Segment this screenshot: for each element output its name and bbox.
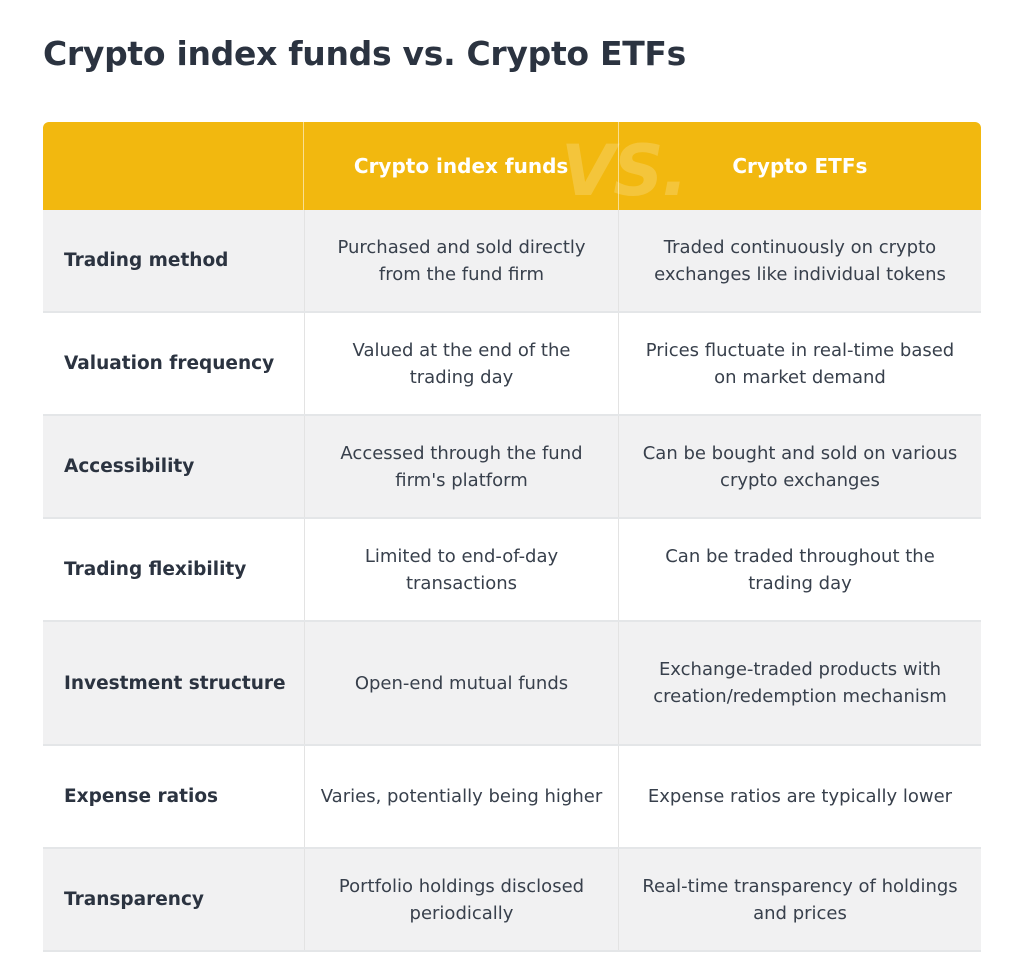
etf-value: Can be bought and sold on various crypto…: [618, 416, 981, 517]
table-row: Trading method Purchased and sold direct…: [43, 210, 981, 313]
table-row: Valuation frequency Valued at the end of…: [43, 313, 981, 416]
table-row: Expense ratios Varies, potentially being…: [43, 746, 981, 849]
row-label: Valuation frequency: [64, 353, 275, 374]
index-fund-value: Limited to end-of-day transactions: [304, 519, 618, 620]
row-label: Investment structure: [64, 672, 286, 694]
etf-value: Prices fluctuate in real-time based on m…: [618, 313, 981, 414]
row-label: Trading method: [64, 250, 229, 271]
header-crypto-etfs: Crypto ETFs: [617, 122, 981, 210]
index-fund-value: Portfolio holdings disclosed periodicall…: [304, 849, 618, 950]
table-row: Accessibility Accessed through the fund …: [43, 416, 981, 519]
index-fund-value: Accessed through the fund firm's platfor…: [304, 416, 618, 517]
row-label: Expense ratios: [64, 786, 219, 807]
comparison-table: Crypto index funds Crypto ETFs VS. Tradi…: [43, 122, 981, 952]
etf-value: Expense ratios are typically lower: [618, 746, 981, 847]
etf-value: Traded continuously on crypto exchanges …: [618, 210, 981, 311]
header-crypto-index-funds: Crypto index funds: [303, 122, 617, 210]
row-label: Accessibility: [64, 456, 195, 477]
vs-watermark: VS.: [561, 130, 688, 212]
etf-value: Can be traded throughout the trading day: [618, 519, 981, 620]
index-fund-value: Open-end mutual funds: [304, 622, 618, 744]
row-label: Trading flexibility: [64, 559, 247, 580]
index-fund-value: Purchased and sold directly from the fun…: [304, 210, 618, 311]
etf-value: Real-time transparency of holdings and p…: [618, 849, 981, 950]
index-fund-value: Valued at the end of the trading day: [304, 313, 618, 414]
etf-value: Exchange-traded products with creation/r…: [618, 622, 981, 744]
table-row: Investment structure Open-end mutual fun…: [43, 622, 981, 746]
index-fund-value: Varies, potentially being higher: [304, 746, 618, 847]
table-header: Crypto index funds Crypto ETFs VS.: [43, 122, 981, 210]
page-title: Crypto index funds vs. Crypto ETFs: [43, 34, 687, 73]
table-row: Trading flexibility Limited to end-of-da…: [43, 519, 981, 622]
table-row: Transparency Portfolio holdings disclose…: [43, 849, 981, 952]
row-label: Transparency: [64, 889, 204, 910]
header-empty-cell: [43, 122, 303, 210]
